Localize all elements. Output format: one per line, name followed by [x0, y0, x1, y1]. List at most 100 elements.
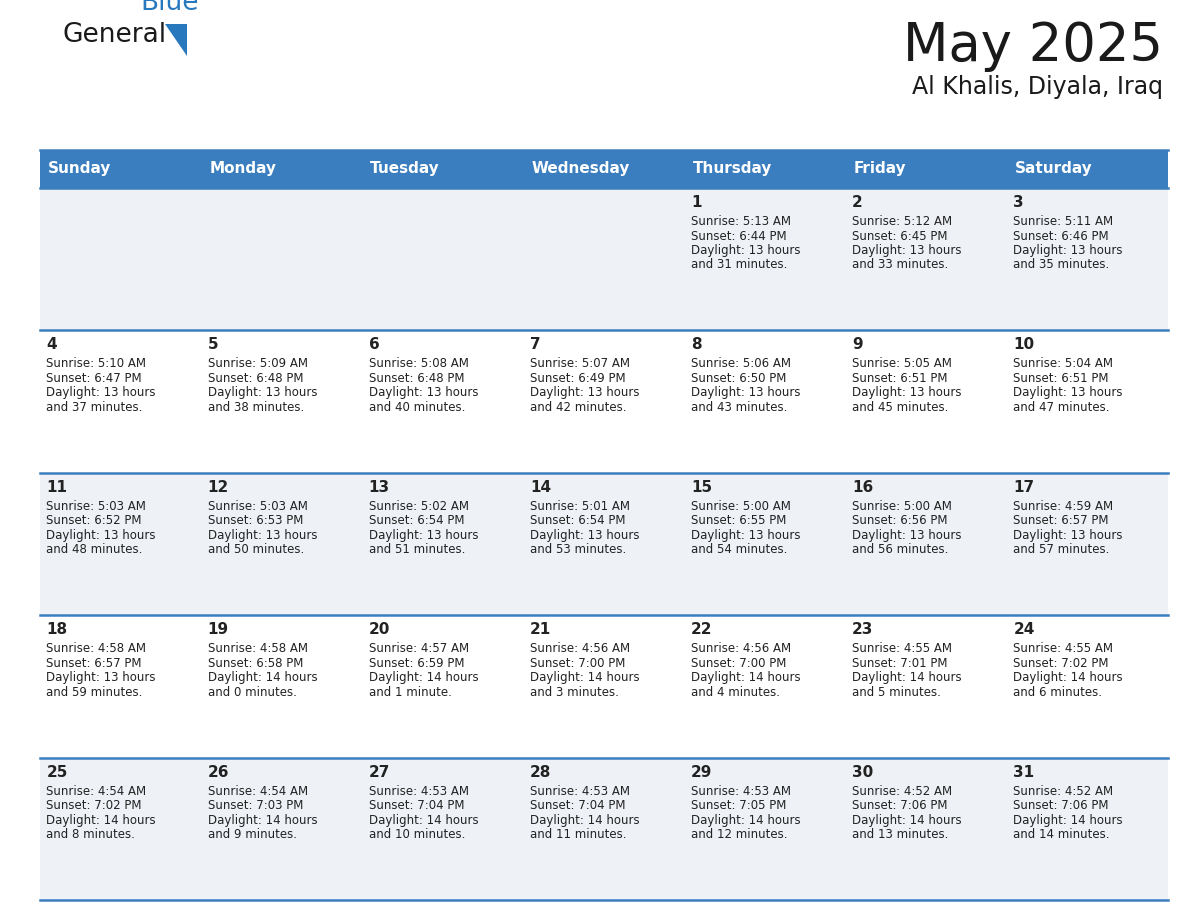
- Text: and 9 minutes.: and 9 minutes.: [208, 828, 297, 841]
- Text: Sunrise: 4:53 AM: Sunrise: 4:53 AM: [530, 785, 630, 798]
- Text: Sunrise: 4:58 AM: Sunrise: 4:58 AM: [208, 643, 308, 655]
- Text: and 54 minutes.: and 54 minutes.: [691, 543, 788, 556]
- Text: Sunset: 6:53 PM: Sunset: 6:53 PM: [208, 514, 303, 527]
- Text: Daylight: 13 hours: Daylight: 13 hours: [46, 529, 156, 542]
- Text: Sunset: 6:49 PM: Sunset: 6:49 PM: [530, 372, 626, 385]
- Bar: [40, 330, 1168, 473]
- Text: Sunrise: 5:02 AM: Sunrise: 5:02 AM: [368, 499, 469, 513]
- Bar: [40, 188, 1168, 330]
- Text: and 11 minutes.: and 11 minutes.: [530, 828, 626, 841]
- Text: Sunrise: 4:55 AM: Sunrise: 4:55 AM: [1013, 643, 1113, 655]
- Text: Wednesday: Wednesday: [531, 162, 630, 176]
- Text: 4: 4: [46, 338, 57, 353]
- Text: General: General: [62, 22, 166, 48]
- Text: Daylight: 14 hours: Daylight: 14 hours: [852, 671, 962, 684]
- Text: and 10 minutes.: and 10 minutes.: [368, 828, 466, 841]
- Text: Sunrise: 5:07 AM: Sunrise: 5:07 AM: [530, 357, 630, 370]
- Text: 27: 27: [368, 765, 390, 779]
- Bar: [1007, 150, 1168, 188]
- Text: 22: 22: [691, 622, 713, 637]
- Text: and 47 minutes.: and 47 minutes.: [1013, 401, 1110, 414]
- Bar: [362, 150, 524, 188]
- Text: Sunrise: 4:54 AM: Sunrise: 4:54 AM: [46, 785, 146, 798]
- Text: 5: 5: [208, 338, 219, 353]
- Text: Tuesday: Tuesday: [371, 162, 440, 176]
- Text: 23: 23: [852, 622, 873, 637]
- Text: Daylight: 14 hours: Daylight: 14 hours: [208, 813, 317, 826]
- Text: Sunrise: 5:12 AM: Sunrise: 5:12 AM: [852, 215, 953, 228]
- Text: and 31 minutes.: and 31 minutes.: [691, 259, 788, 272]
- Text: Sunset: 6:56 PM: Sunset: 6:56 PM: [852, 514, 948, 527]
- Bar: [684, 150, 846, 188]
- Text: Daylight: 13 hours: Daylight: 13 hours: [691, 386, 801, 399]
- Text: Sunrise: 4:55 AM: Sunrise: 4:55 AM: [852, 643, 952, 655]
- Text: 29: 29: [691, 765, 713, 779]
- Text: Daylight: 13 hours: Daylight: 13 hours: [46, 386, 156, 399]
- Text: Sunrise: 4:57 AM: Sunrise: 4:57 AM: [368, 643, 469, 655]
- Text: Sunset: 6:57 PM: Sunset: 6:57 PM: [46, 656, 141, 670]
- Text: Sunday: Sunday: [48, 162, 112, 176]
- Text: and 59 minutes.: and 59 minutes.: [46, 686, 143, 699]
- Text: Daylight: 13 hours: Daylight: 13 hours: [691, 244, 801, 257]
- Text: Daylight: 13 hours: Daylight: 13 hours: [691, 529, 801, 542]
- Text: Sunset: 6:46 PM: Sunset: 6:46 PM: [1013, 230, 1108, 242]
- Bar: [524, 150, 684, 188]
- Text: Daylight: 14 hours: Daylight: 14 hours: [1013, 671, 1123, 684]
- Text: Sunset: 7:01 PM: Sunset: 7:01 PM: [852, 656, 948, 670]
- Text: Daylight: 14 hours: Daylight: 14 hours: [530, 671, 639, 684]
- Text: 24: 24: [1013, 622, 1035, 637]
- Text: and 38 minutes.: and 38 minutes.: [208, 401, 304, 414]
- Text: 20: 20: [368, 622, 390, 637]
- Text: Daylight: 14 hours: Daylight: 14 hours: [530, 813, 639, 826]
- Text: and 43 minutes.: and 43 minutes.: [691, 401, 788, 414]
- Text: 13: 13: [368, 480, 390, 495]
- Text: 6: 6: [368, 338, 379, 353]
- Text: 1: 1: [691, 195, 702, 210]
- Text: Daylight: 13 hours: Daylight: 13 hours: [1013, 529, 1123, 542]
- Text: Sunset: 6:57 PM: Sunset: 6:57 PM: [1013, 514, 1108, 527]
- Text: 26: 26: [208, 765, 229, 779]
- Text: Sunrise: 5:00 AM: Sunrise: 5:00 AM: [691, 499, 791, 513]
- Polygon shape: [165, 24, 187, 56]
- Text: Sunset: 6:50 PM: Sunset: 6:50 PM: [691, 372, 786, 385]
- Text: Daylight: 14 hours: Daylight: 14 hours: [368, 813, 479, 826]
- Text: May 2025: May 2025: [903, 20, 1163, 72]
- Text: Sunset: 7:05 PM: Sunset: 7:05 PM: [691, 799, 786, 812]
- Text: Saturday: Saturday: [1015, 162, 1093, 176]
- Text: 8: 8: [691, 338, 702, 353]
- Text: 28: 28: [530, 765, 551, 779]
- Text: 19: 19: [208, 622, 229, 637]
- Text: Sunset: 6:51 PM: Sunset: 6:51 PM: [1013, 372, 1108, 385]
- Text: and 35 minutes.: and 35 minutes.: [1013, 259, 1110, 272]
- Text: 31: 31: [1013, 765, 1035, 779]
- Text: Sunrise: 5:11 AM: Sunrise: 5:11 AM: [1013, 215, 1113, 228]
- Text: and 12 minutes.: and 12 minutes.: [691, 828, 788, 841]
- Text: Daylight: 13 hours: Daylight: 13 hours: [1013, 386, 1123, 399]
- Text: 2: 2: [852, 195, 862, 210]
- Text: and 45 minutes.: and 45 minutes.: [852, 401, 948, 414]
- Text: and 3 minutes.: and 3 minutes.: [530, 686, 619, 699]
- Text: Al Khalis, Diyala, Iraq: Al Khalis, Diyala, Iraq: [912, 75, 1163, 99]
- Text: Blue: Blue: [140, 0, 198, 16]
- Text: Sunrise: 5:03 AM: Sunrise: 5:03 AM: [46, 499, 146, 513]
- Text: 17: 17: [1013, 480, 1035, 495]
- Text: 3: 3: [1013, 195, 1024, 210]
- Text: Sunset: 6:44 PM: Sunset: 6:44 PM: [691, 230, 786, 242]
- Text: Sunrise: 5:06 AM: Sunrise: 5:06 AM: [691, 357, 791, 370]
- Bar: [40, 757, 1168, 900]
- Text: and 51 minutes.: and 51 minutes.: [368, 543, 466, 556]
- Text: 14: 14: [530, 480, 551, 495]
- Text: 10: 10: [1013, 338, 1035, 353]
- Text: Sunset: 7:03 PM: Sunset: 7:03 PM: [208, 799, 303, 812]
- Text: and 33 minutes.: and 33 minutes.: [852, 259, 948, 272]
- Text: Monday: Monday: [209, 162, 276, 176]
- Text: Daylight: 13 hours: Daylight: 13 hours: [530, 529, 639, 542]
- Text: 18: 18: [46, 622, 68, 637]
- Text: 9: 9: [852, 338, 862, 353]
- Text: Daylight: 13 hours: Daylight: 13 hours: [46, 671, 156, 684]
- Text: Daylight: 13 hours: Daylight: 13 hours: [208, 529, 317, 542]
- Text: and 48 minutes.: and 48 minutes.: [46, 543, 143, 556]
- Text: Sunset: 6:58 PM: Sunset: 6:58 PM: [208, 656, 303, 670]
- Text: and 57 minutes.: and 57 minutes.: [1013, 543, 1110, 556]
- Text: Sunrise: 5:03 AM: Sunrise: 5:03 AM: [208, 499, 308, 513]
